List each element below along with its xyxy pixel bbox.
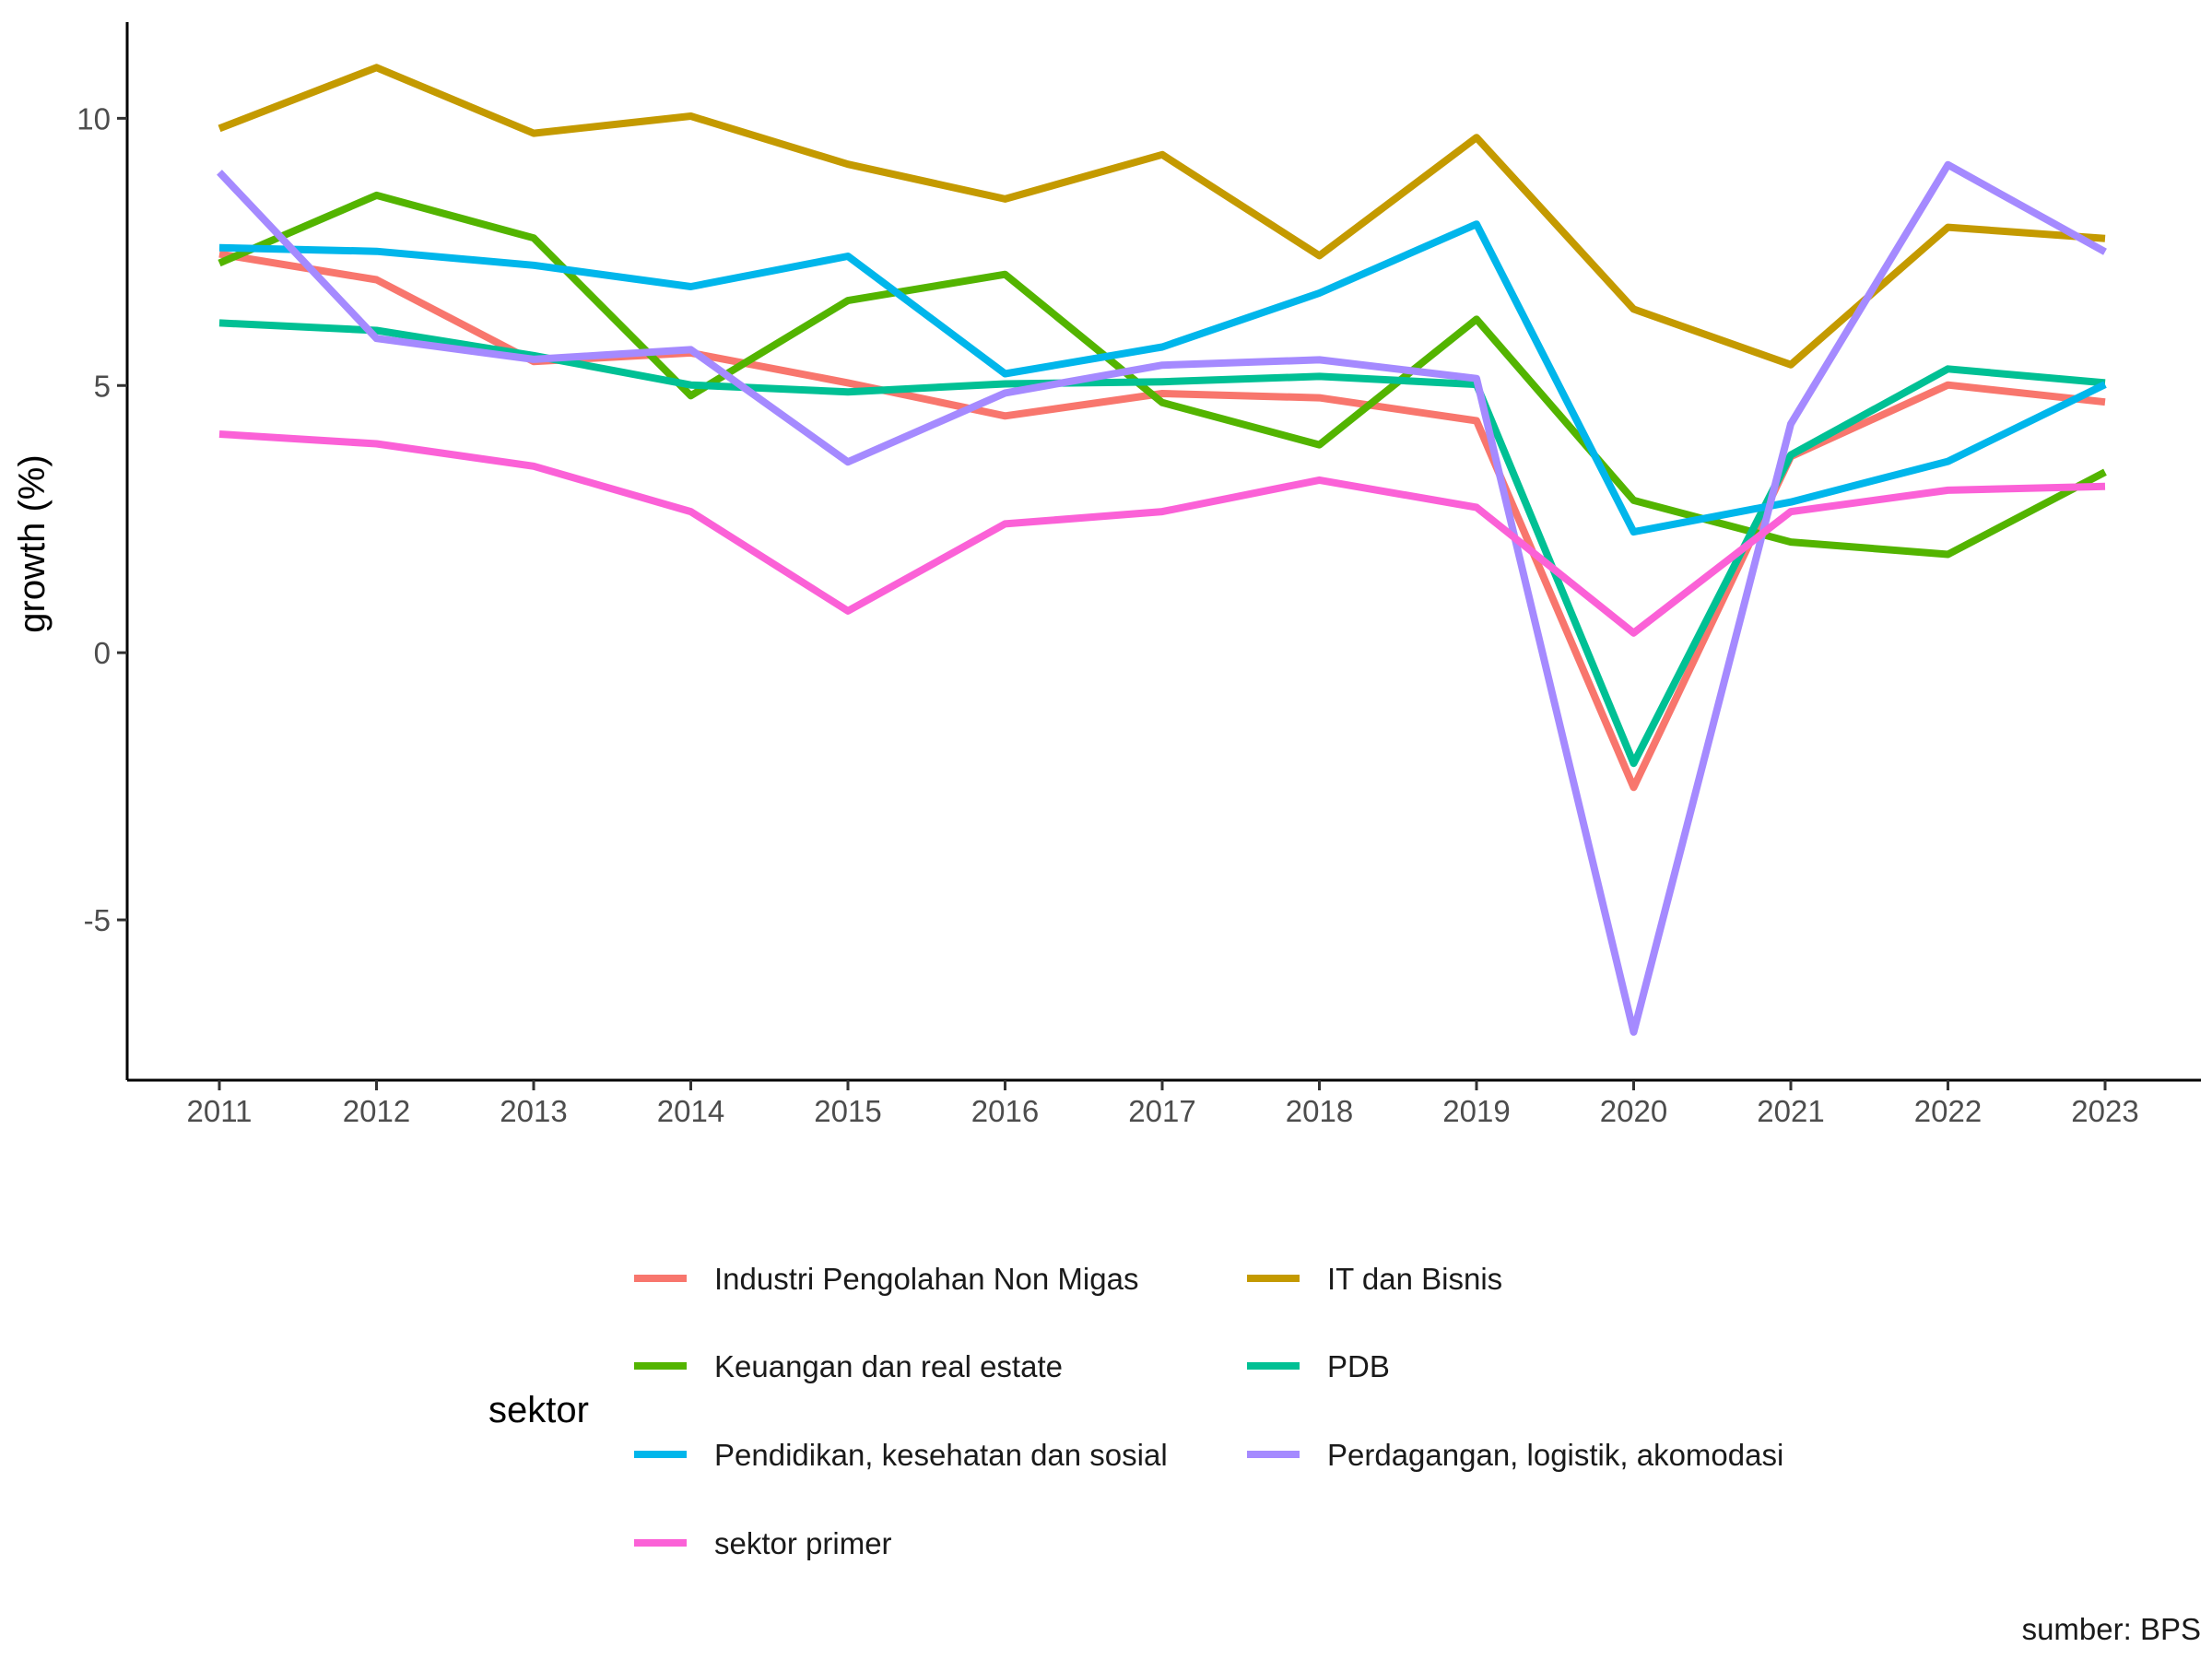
legend-title: sektor [488, 1390, 589, 1430]
x-tick-label: 2022 [1914, 1094, 1982, 1128]
y-tick-label: 5 [94, 369, 111, 403]
x-ticks: 2011 2012 2013 2014 2015 2016 2017 2018 2019 2020… [187, 1080, 2139, 1128]
x-tick-label: 2019 [1442, 1094, 1510, 1128]
x-tick-label: 2017 [1128, 1094, 1195, 1128]
x-tick-label: 2014 [657, 1094, 724, 1128]
y-tick-label: 10 [76, 101, 111, 135]
series-line-6 [217, 160, 2107, 1036]
legend-label-2: IT dan Bisnis [1327, 1262, 1502, 1296]
legend-label-4: PDB [1327, 1349, 1390, 1383]
x-tick-label: 2013 [500, 1094, 567, 1128]
source-caption: sumber: BPS [2022, 1612, 2201, 1646]
legend-label-1: Industri Pengolahan Non Migas [714, 1262, 1138, 1296]
y-ticks: -5 0 5 10 [76, 101, 127, 937]
legend-label-6: Perdagangan, logistik, akomodasi [1327, 1438, 1783, 1472]
x-tick-label: 2023 [2071, 1094, 2138, 1128]
x-tick-label: 2015 [814, 1094, 881, 1128]
legend-label-7: sektor primer [714, 1526, 892, 1560]
series-line-7 [218, 430, 2106, 637]
y-tick-label: 0 [94, 636, 111, 670]
x-tick-label: 2011 [187, 1094, 253, 1128]
legend-label-5: Pendidikan, kesehatan dan sosial [714, 1438, 1168, 1472]
axes-layer [125, 22, 2201, 1082]
series-line-2 [218, 64, 2106, 369]
x-tick-label: 2021 [1757, 1094, 1824, 1128]
series-line-3 [218, 191, 2107, 559]
series-layer [217, 64, 2107, 1036]
legend: Industri Pengolahan Non Migas IT dan Bisn… [634, 1262, 1783, 1560]
x-tick-label: 2020 [1600, 1094, 1667, 1128]
series-line-5 [218, 220, 2107, 536]
y-axis-title: growth (%) [12, 454, 53, 632]
legend-label-3: Keuangan dan real estate [714, 1349, 1063, 1383]
x-tick-label: 2012 [343, 1094, 410, 1128]
series-line-4 [218, 319, 2106, 768]
y-tick-label: -5 [84, 903, 111, 937]
x-tick-label: 2016 [971, 1094, 1039, 1128]
x-tick-label: 2018 [1286, 1094, 1353, 1128]
